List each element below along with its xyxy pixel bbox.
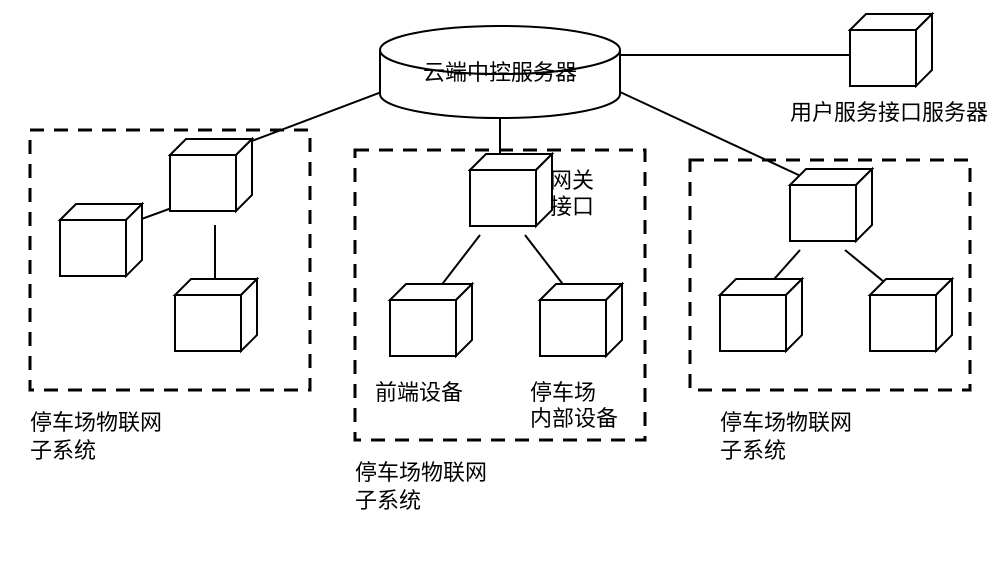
subsystem-label-line2: 子系统 — [720, 438, 786, 463]
device-cube-C3 — [540, 284, 622, 356]
device-cube-C2 — [390, 284, 472, 356]
cloud-server-cylinder: 云端中控服务器 — [380, 26, 620, 118]
gateway-label-line2: 接口 — [550, 194, 594, 219]
subsystem-label-line1: 停车场物联网 — [30, 410, 162, 435]
subsystem-label-line2: 子系统 — [30, 438, 96, 463]
frontend-device-label: 前端设备 — [375, 380, 463, 405]
device-cube-R2 — [720, 279, 802, 351]
internal-device-label-line1: 停车场 — [530, 380, 596, 405]
subsystem-label-line1: 停车场物联网 — [355, 460, 487, 485]
subsystem-center: 停车场物联网子系统 — [355, 150, 645, 513]
subsystem-label-line2: 子系统 — [355, 488, 421, 513]
device-cube-L1 — [170, 139, 252, 211]
subsystem-label-line1: 停车场物联网 — [720, 410, 852, 435]
device-cube-C1 — [470, 154, 552, 226]
device-cube-R1 — [790, 169, 872, 241]
subsystem-left: 停车场物联网子系统 — [30, 130, 310, 463]
edge — [605, 85, 820, 185]
network-diagram: 云端中控服务器用户服务接口服务器停车场物联网子系统停车场物联网子系统停车场物联网… — [0, 0, 1000, 566]
cloud-server-label: 云端中控服务器 — [423, 60, 577, 85]
device-cube-R3 — [870, 279, 952, 351]
device-cube-L3 — [175, 279, 257, 351]
gateway-label-line1: 网关 — [550, 168, 594, 193]
internal-device-label-line2: 内部设备 — [530, 406, 618, 431]
user-service-server-label: 用户服务接口服务器 — [790, 100, 988, 125]
subsystem-right: 停车场物联网子系统 — [690, 160, 970, 463]
user-service-server-cube — [850, 14, 932, 86]
device-cube-L2 — [60, 204, 142, 276]
